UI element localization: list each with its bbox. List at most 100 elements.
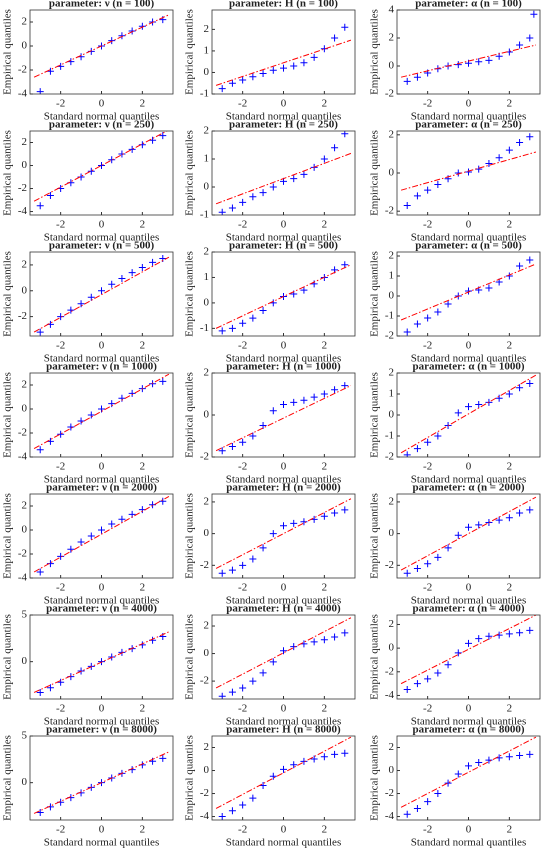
qq-plot: parameter: H (n = 4000) Standard normal q… — [184, 603, 356, 728]
y-axis-label: Empirical quantiles — [184, 130, 196, 216]
plot-title: parameter: H (n = 1000) — [226, 361, 341, 373]
qq-point — [341, 382, 349, 390]
reference-line — [215, 617, 352, 689]
qq-point — [290, 643, 298, 651]
x-tick-label: -2 — [56, 824, 65, 836]
qq-plot: parameter: α (n = 4000) Standard normal q… — [369, 603, 541, 728]
qq-point — [249, 677, 257, 685]
y-axis-label: Empirical quantiles — [2, 130, 14, 216]
reference-line — [33, 131, 168, 202]
qq-point — [67, 545, 75, 553]
qq-point — [228, 807, 236, 815]
qq-point — [149, 258, 157, 266]
x-tick-label: 2 — [322, 461, 328, 473]
qq-point — [444, 779, 452, 787]
reference-line — [400, 374, 537, 454]
qq-point — [149, 380, 157, 388]
qq-point — [218, 327, 226, 335]
y-axis-label: Empirical quantiles — [2, 493, 14, 579]
qq-point — [128, 27, 136, 35]
y-tick-label: -4 — [18, 451, 28, 463]
x-tick-label: -2 — [56, 98, 65, 110]
qq-point — [516, 384, 524, 392]
qq-point — [434, 669, 442, 677]
x-axis-label: Standard normal quantiles — [226, 353, 341, 365]
qq-point — [320, 45, 328, 53]
qq-point — [280, 64, 287, 72]
qq-point — [149, 757, 157, 765]
y-tick-label: 2 — [204, 741, 210, 753]
x-axis-label: Standard normal quantiles — [226, 837, 341, 849]
plot-title: parameter: α (n = 500) — [415, 240, 522, 252]
plot-title: parameter: H (n = 4000) — [226, 603, 341, 615]
axes-box — [211, 251, 356, 337]
reference-line — [215, 385, 352, 452]
qq-point — [239, 319, 247, 327]
qq-point — [485, 159, 493, 167]
reference-line — [400, 736, 537, 808]
y-tick-label: -2 — [385, 451, 394, 463]
qq-plot: parameter: ν (n = 100) Standard normal qu… — [2, 0, 174, 123]
qq-point — [320, 390, 328, 398]
y-tick-label: 0 — [22, 403, 28, 415]
qq-point — [300, 396, 308, 404]
y-tick-label: 0 — [22, 524, 28, 536]
qq-point — [516, 629, 524, 637]
qq-point — [57, 678, 65, 686]
x-tick-label: 0 — [281, 98, 287, 110]
plot-area — [215, 736, 352, 820]
x-tick-label: 0 — [281, 582, 287, 594]
qq-point — [403, 328, 411, 336]
x-tick-label: 2 — [322, 98, 328, 110]
x-tick-label: -2 — [423, 703, 432, 715]
y-axis-label: Empirical quantiles — [2, 614, 14, 700]
qq-point — [239, 684, 247, 692]
qq-point — [526, 506, 534, 514]
qq-point — [526, 256, 534, 264]
plot-area — [400, 374, 537, 457]
qq-point — [36, 809, 44, 817]
axes-box — [29, 614, 174, 700]
y-axis-label: Empirical quantiles — [2, 735, 14, 821]
y-tick-label: -2 — [18, 427, 27, 439]
x-axis-label: Standard normal quantiles — [226, 595, 341, 607]
qq-point — [434, 308, 442, 316]
x-axis-label: Standard normal quantiles — [44, 837, 159, 849]
y-tick-label: -4 — [18, 205, 28, 217]
x-tick-label: -2 — [423, 582, 432, 594]
x-tick-label: 2 — [140, 98, 146, 110]
qq-point — [87, 411, 95, 419]
y-tick-label: 0 — [204, 296, 210, 308]
qq-point — [36, 568, 44, 576]
qq-point — [218, 208, 226, 215]
reference-line — [33, 495, 170, 573]
axes-box — [211, 735, 356, 821]
qq-point — [300, 757, 308, 765]
plot-title: parameter: α (n = 4000) — [413, 603, 525, 615]
qq-point — [36, 446, 44, 454]
qq-plot: parameter: H (n = 500) Standard normal qu… — [184, 240, 356, 365]
x-tick-label: 0 — [99, 824, 105, 836]
qq-point — [290, 761, 298, 769]
y-tick-label: -2 — [385, 88, 394, 100]
plot-area — [400, 615, 537, 694]
x-tick-label: -2 — [238, 703, 247, 715]
axes-box — [29, 372, 174, 458]
x-tick-label: -2 — [56, 703, 65, 715]
qq-point — [87, 293, 95, 301]
qq-point — [239, 198, 247, 206]
plot-area — [215, 498, 352, 577]
y-tick-label: -2 — [200, 451, 209, 463]
y-axis-label: Empirical quantiles — [369, 130, 381, 216]
x-tick-label: 2 — [507, 340, 513, 352]
y-tick-label: -2 — [18, 182, 27, 194]
qq-point — [526, 380, 534, 387]
y-tick-label: -2 — [385, 559, 394, 571]
y-tick-label: 1 — [204, 44, 210, 56]
qq-point — [403, 451, 411, 457]
qq-plot: parameter: α (n = 250) Standard normal qu… — [369, 119, 541, 244]
qq-point — [259, 422, 267, 429]
qq-point — [57, 430, 65, 438]
plot-title: parameter: α (n = 100) — [415, 0, 522, 10]
x-axis-label: Standard normal quantiles — [226, 474, 341, 486]
